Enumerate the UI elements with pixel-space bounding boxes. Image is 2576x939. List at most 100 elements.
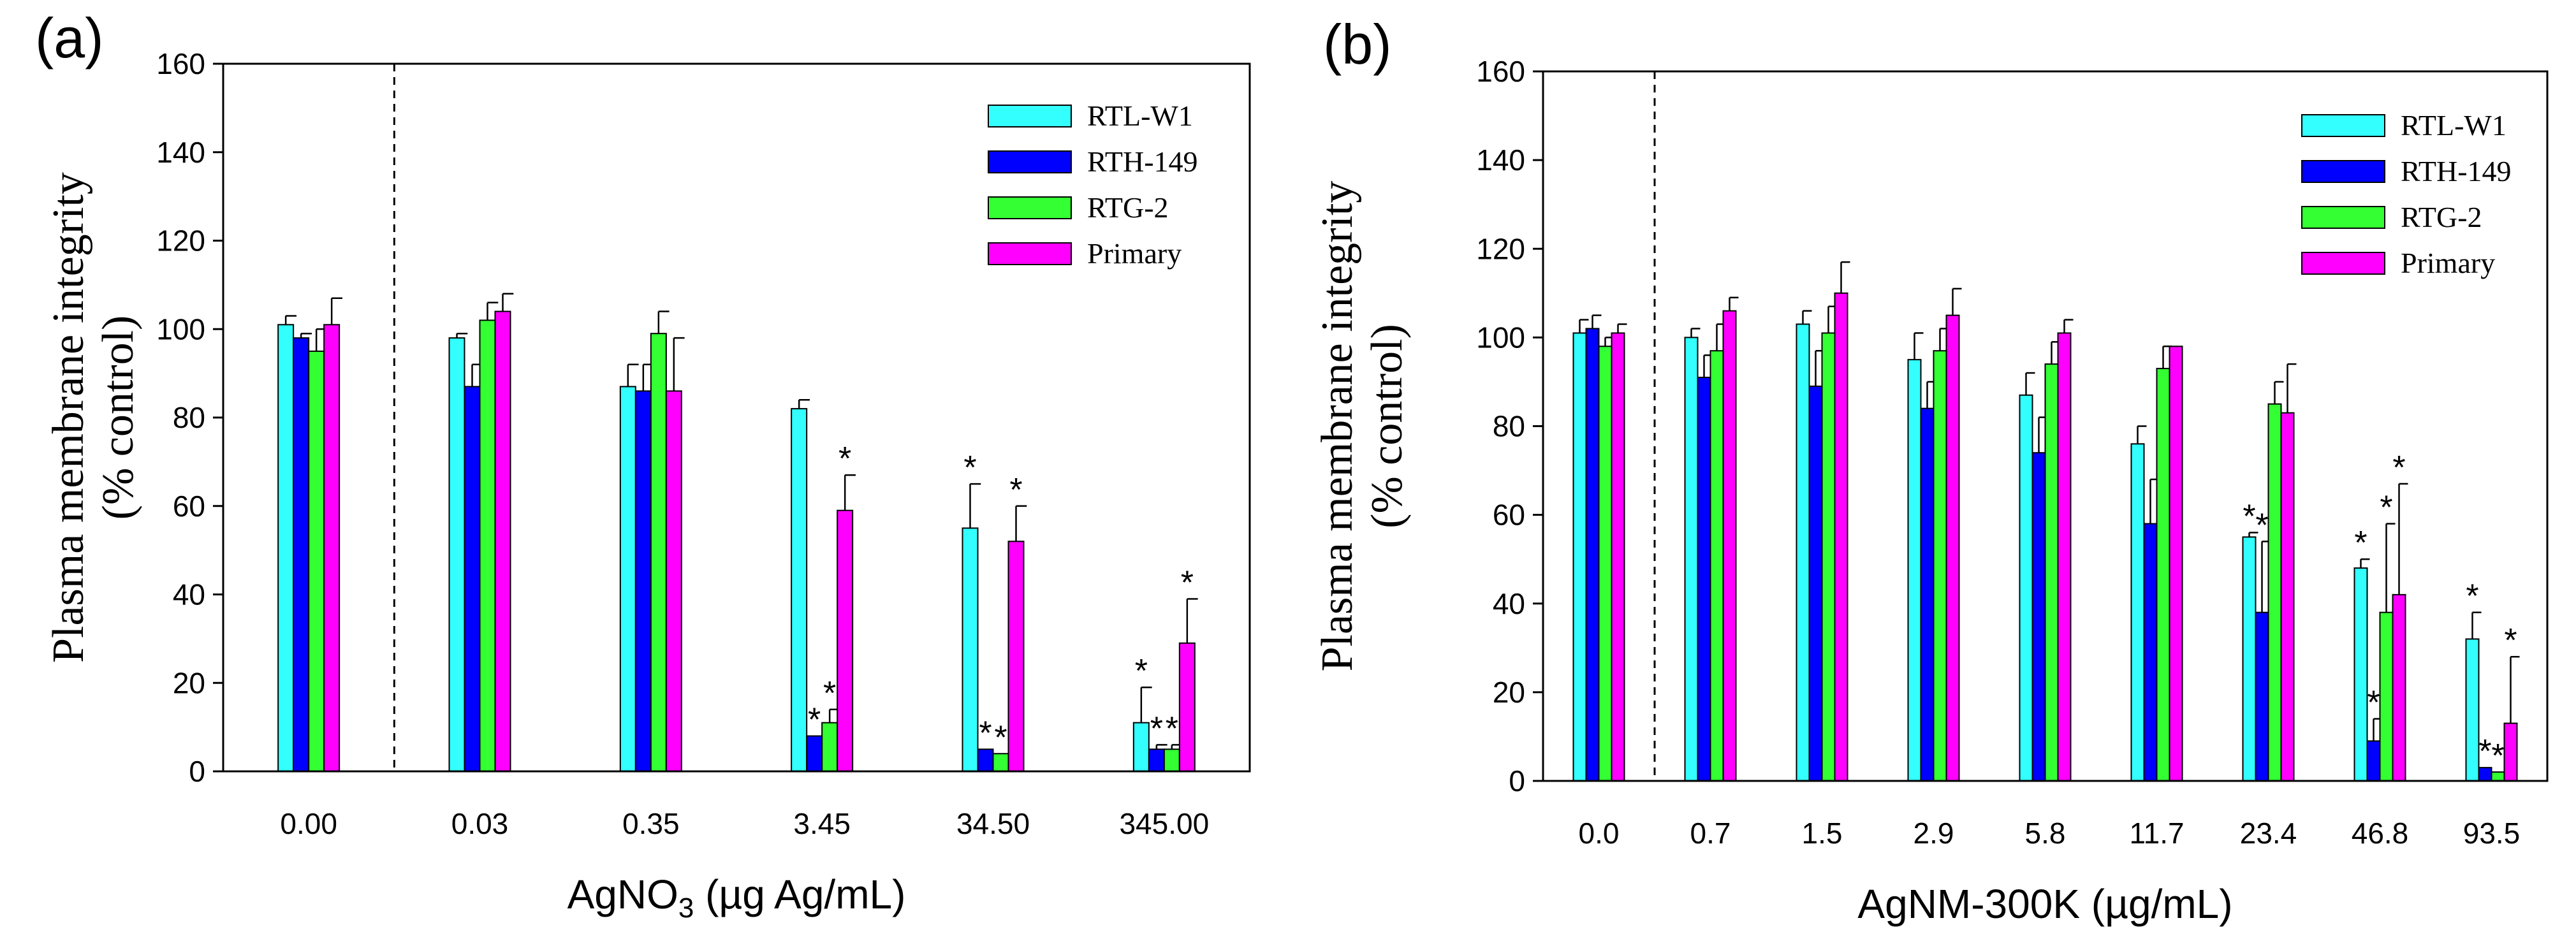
legend-label: RTL-W1 <box>1087 99 1193 132</box>
significance-star: * <box>2255 507 2268 544</box>
bar-rth-149 <box>1585 328 1600 782</box>
x-tick-label: 1.5 <box>1802 817 1843 850</box>
bar-rtg-2 <box>821 722 838 772</box>
bar-primary <box>2280 412 2295 782</box>
bar-primary <box>1178 642 1196 772</box>
bar-rth-149 <box>1697 376 1711 782</box>
panel-a: (a) 0 20 40 60 80 100 120 140 160 Plasma membrane … <box>35 6 1251 924</box>
bar-rth-149 <box>1808 385 1823 782</box>
bar-primary <box>1611 332 1625 782</box>
x-tick-label: 23.4 <box>2240 817 2297 850</box>
bar-rth-149 <box>464 386 481 772</box>
bar-rtg-2 <box>1821 332 1836 782</box>
bar-primary <box>1007 541 1025 772</box>
legend-label: Primary <box>2401 247 2495 279</box>
plot-frame <box>222 62 1251 773</box>
bar-primary <box>837 509 854 772</box>
bar-primary <box>1945 314 1960 782</box>
bar-rtg-2 <box>479 319 496 772</box>
significance-star: * <box>1009 472 1022 509</box>
bar-rtg-2 <box>2044 363 2059 782</box>
legend-swatch <box>988 105 1072 127</box>
bar-rtl-w1 <box>962 527 979 772</box>
bar-rth-149 <box>2366 740 2381 782</box>
bar-primary <box>2503 722 2518 782</box>
significance-star: * <box>808 702 821 739</box>
panel-label: (b) <box>1323 13 1392 76</box>
legend-swatch <box>2301 160 2385 183</box>
legend-swatch <box>988 150 1072 173</box>
bar-rth-149 <box>293 337 310 772</box>
significance-star: * <box>1166 710 1178 747</box>
significance-star: * <box>2367 685 2380 722</box>
y-axis-title: Plasma membrane integrity <box>1313 181 1362 672</box>
y-tick-label: 160 <box>156 47 205 80</box>
y-tick-label: 140 <box>156 136 205 169</box>
significance-star: * <box>2504 622 2517 659</box>
bar-rtg-2 <box>308 350 325 772</box>
bar-rth-149 <box>2255 611 2269 782</box>
bar-primary <box>1834 292 1848 782</box>
bar-rtg-2 <box>1598 346 1613 782</box>
significance-star: * <box>979 715 992 752</box>
x-tick-label: 0.7 <box>1690 817 1731 850</box>
significance-star: * <box>2491 738 2504 775</box>
bar-rtl-w1 <box>791 408 808 772</box>
bar-rtl-w1 <box>1572 332 1587 782</box>
y-axis-title: (% control) <box>1363 324 1412 528</box>
legend-label: RTL-W1 <box>2401 109 2506 142</box>
legend-swatch <box>2301 114 2385 137</box>
y-tick-label: 20 <box>1493 676 1525 709</box>
bar-rtg-2 <box>2267 403 2282 782</box>
y-tick-label: 80 <box>173 401 205 434</box>
bar-rtl-w1 <box>1796 323 1810 782</box>
bar-rtl-w1 <box>448 337 465 772</box>
x-axis-title: AgNO3 (µg Ag/mL) <box>567 871 906 924</box>
significance-star: * <box>2478 733 2491 770</box>
x-tick-label: 0.0 <box>1579 817 1620 850</box>
x-tick-label: 11.7 <box>2129 817 2184 850</box>
significance-star: * <box>2243 498 2255 535</box>
y-tick-label: 160 <box>1476 55 1525 88</box>
bar-rtl-w1 <box>1684 337 1699 782</box>
legend-label: RTH-149 <box>1087 145 1198 178</box>
y-tick-label: 40 <box>1493 587 1525 620</box>
x-tick-label: 0.00 <box>280 807 337 840</box>
y-axis-title: Plasma membrane integrity <box>44 172 93 663</box>
x-axis-title: AgNM-300K (µg/mL) <box>1857 881 2232 927</box>
bar-primary <box>2169 346 2183 782</box>
y-tick-label: 100 <box>156 312 205 346</box>
significance-star: * <box>838 440 851 477</box>
bar-rtl-w1 <box>277 324 295 772</box>
bar-rtg-2 <box>1709 350 1724 782</box>
x-tick-label: 93.5 <box>2463 817 2521 850</box>
bar-primary <box>2057 332 2072 782</box>
bar-rtg-2 <box>2379 611 2394 782</box>
y-tick-label: 80 <box>1493 410 1525 443</box>
y-tick-label: 120 <box>1476 232 1525 265</box>
bar-primary <box>1722 310 1737 782</box>
significance-star: * <box>2466 578 2478 615</box>
x-tick-label: 5.8 <box>2025 817 2066 850</box>
panel-b: (b) 0 20 40 60 80 100 120 140 160 Plasma membrane … <box>1313 13 2549 927</box>
y-tick-label: 140 <box>1476 143 1525 177</box>
bar-rth-149 <box>2143 523 2158 782</box>
bar-rtg-2 <box>2156 368 2170 782</box>
bar-rtl-w1 <box>2353 567 2368 782</box>
legend-swatch <box>2301 206 2385 229</box>
significance-star: * <box>1135 653 1148 690</box>
significance-star: * <box>1150 710 1163 747</box>
legend-swatch <box>988 242 1072 265</box>
bar-rtg-2 <box>992 753 1009 772</box>
y-tick-label: 20 <box>173 666 205 699</box>
bar-rtl-w1 <box>2465 638 2480 782</box>
x-tick-label: 34.50 <box>956 807 1030 840</box>
bar-rth-149 <box>1920 407 1935 782</box>
x-tick-label: 0.35 <box>622 807 680 840</box>
y-axis-title: (% control) <box>94 316 143 520</box>
bar-primary <box>494 310 511 772</box>
x-tick-label: 345.00 <box>1119 807 1209 840</box>
bar-rth-149 <box>1148 748 1165 772</box>
bar-rtg-2 <box>1933 350 1947 782</box>
bar-rth-149 <box>977 748 994 772</box>
